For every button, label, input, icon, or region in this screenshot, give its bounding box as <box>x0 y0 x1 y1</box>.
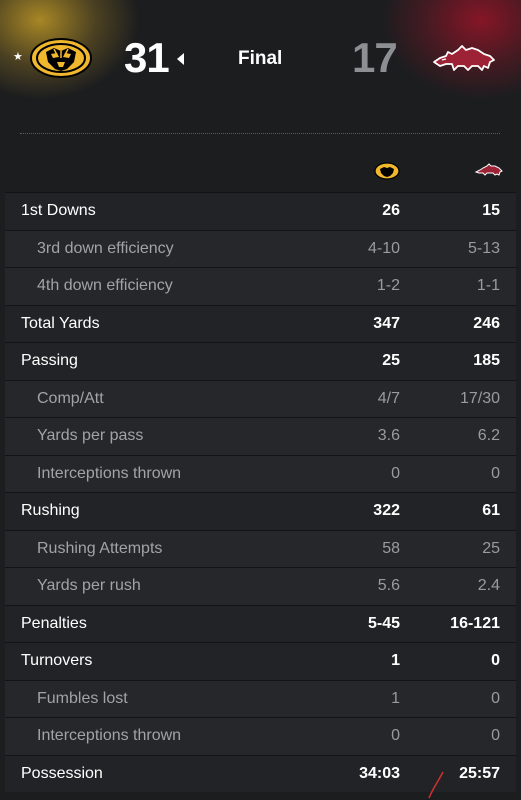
away-stat-value: 246 <box>473 314 500 332</box>
stat-row: Possession 34:03 25:57 <box>5 754 516 792</box>
team-stats-table: 1st Downs 26 15 3rd down efficiency 4-10 5-13… <box>5 192 516 792</box>
stat-label: Yards per pass <box>37 427 144 445</box>
stat-label: Possession <box>21 764 103 782</box>
home-stat-value: 0 <box>391 464 400 482</box>
stat-label: 1st Downs <box>21 202 96 220</box>
stat-row: Yards per pass 3.6 6.2 <box>5 417 516 455</box>
away-stat-value: 6.2 <box>477 427 500 445</box>
stat-label: Comp/Att <box>37 389 104 407</box>
stat-row: 1st Downs 26 15 <box>5 192 516 230</box>
stat-label: 4th down efficiency <box>37 277 173 295</box>
stat-label: Interceptions thrown <box>37 464 182 482</box>
red-annotation-mark <box>428 771 444 799</box>
home-stat-value: 322 <box>373 502 400 520</box>
home-stat-value: 1 <box>391 652 400 670</box>
home-stat-value: 34:03 <box>359 764 400 782</box>
away-stat-value: 0 <box>491 689 500 707</box>
home-stat-value: 5-45 <box>367 614 400 632</box>
away-stat-value: 61 <box>482 502 500 520</box>
stat-row: 4th down efficiency 1-2 1-1 <box>5 267 516 305</box>
home-stat-value: 3.6 <box>377 427 400 445</box>
possession-star: ★ <box>13 51 23 63</box>
away-stat-value: 1-1 <box>476 277 500 295</box>
caret-left-icon <box>177 53 184 65</box>
stat-label: Rushing Attempts <box>37 539 163 557</box>
stat-label: Total Yards <box>21 314 100 332</box>
stat-label: Turnovers <box>21 652 93 670</box>
away-stat-value: 15 <box>482 202 500 220</box>
arkansas-column-icon <box>475 163 503 176</box>
away-stat-value: 0 <box>491 464 500 482</box>
game-status: Final <box>238 48 283 69</box>
home-stat-value: 5.6 <box>377 577 400 595</box>
stat-row: Turnovers 1 0 <box>5 642 516 680</box>
away-score: 17 <box>352 34 398 81</box>
stat-label: Interceptions thrown <box>37 727 182 745</box>
away-stat-value: 2.4 <box>477 577 500 595</box>
away-stat-value: 25 <box>482 539 500 557</box>
home-stat-value: 25 <box>382 352 400 370</box>
header-divider <box>20 133 500 134</box>
missouri-column-icon <box>374 162 400 180</box>
away-stat-value: 0 <box>491 727 500 745</box>
stat-label: Yards per rush <box>37 577 141 595</box>
away-stat-value: 16-121 <box>450 614 500 632</box>
home-stat-value: 58 <box>382 539 400 557</box>
away-stat-value: 0 <box>491 652 500 670</box>
stat-label: Fumbles lost <box>37 689 128 707</box>
home-stat-value: 26 <box>382 202 400 220</box>
home-stat-value: 1 <box>391 689 400 707</box>
arkansas-razorback-logo-icon[interactable] <box>432 42 496 74</box>
home-stat-value: 4-10 <box>367 239 400 257</box>
scoreboard-header: ★ 31 Final 17 <box>0 0 521 120</box>
stat-label: Passing <box>21 352 78 370</box>
home-stat-value: 1-2 <box>376 277 400 295</box>
away-team-color-glow <box>381 0 521 100</box>
stat-label: Rushing <box>21 502 80 520</box>
stat-row: Total Yards 347 246 <box>5 304 516 342</box>
stat-label: Penalties <box>21 614 87 632</box>
away-stat-value: 5-13 <box>467 239 500 257</box>
stat-row: Passing 25 185 <box>5 342 516 380</box>
stat-row: Yards per rush 5.6 2.4 <box>5 567 516 605</box>
stat-row: Interceptions thrown 0 0 <box>5 717 516 755</box>
stat-row: Rushing Attempts 58 25 <box>5 529 516 567</box>
home-stat-value: 4/7 <box>377 389 400 407</box>
stat-row: Comp/Att 4/7 17/30 <box>5 379 516 417</box>
missouri-tiger-logo-icon[interactable] <box>30 38 92 78</box>
home-stat-value: 0 <box>391 727 400 745</box>
away-stat-value: 185 <box>473 352 500 370</box>
stat-row: 3rd down efficiency 4-10 5-13 <box>5 229 516 267</box>
home-score: 31 <box>124 34 170 81</box>
home-stat-value: 347 <box>373 314 400 332</box>
stat-row: Rushing 322 61 <box>5 492 516 530</box>
stat-row: Penalties 5-45 16-121 <box>5 604 516 642</box>
away-stat-value: 17/30 <box>459 389 500 407</box>
stat-row: Fumbles lost 1 0 <box>5 679 516 717</box>
stat-row: Interceptions thrown 0 0 <box>5 454 516 492</box>
team-column-header <box>5 150 516 192</box>
away-stat-value: 25:57 <box>459 764 500 782</box>
stat-label: 3rd down efficiency <box>37 239 174 257</box>
